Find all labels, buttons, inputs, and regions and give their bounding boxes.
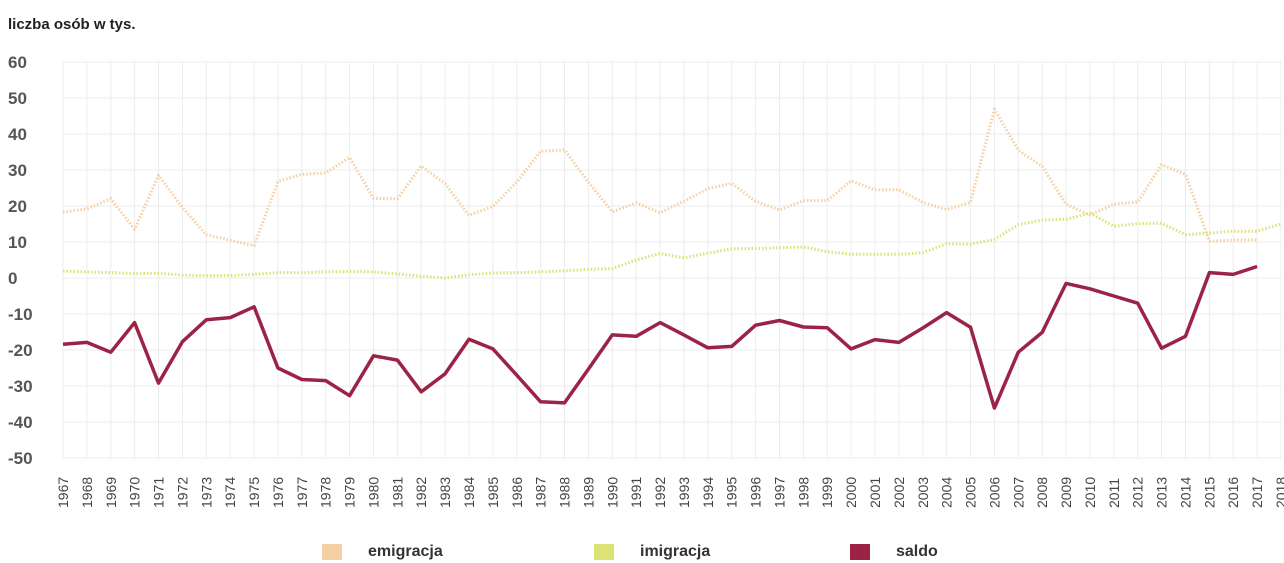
y-tick-label: 0 — [8, 269, 17, 288]
legend-label-imigracja: imigracja — [640, 543, 711, 560]
x-tick-label: 1990 — [604, 477, 620, 508]
unit-label: liczba osób w tys. — [8, 16, 136, 33]
x-tick-label: 1974 — [222, 477, 238, 508]
x-tick-label: 2016 — [1225, 477, 1241, 508]
y-tick-label: 30 — [8, 161, 27, 180]
x-tick-label: 2006 — [986, 477, 1002, 508]
x-tick-label: 1986 — [509, 477, 525, 508]
x-tick-label: 1991 — [628, 477, 644, 508]
x-tick-label: 1994 — [700, 477, 716, 508]
y-tick-label: 40 — [8, 125, 27, 144]
x-tick-label: 1980 — [365, 477, 381, 508]
x-tick-label: 1996 — [748, 477, 764, 508]
y-tick-label: 20 — [8, 197, 27, 216]
x-tick-label: 1970 — [127, 477, 143, 508]
legend-swatch-emigracja — [322, 544, 342, 560]
x-tick-label: 1989 — [580, 477, 596, 508]
x-tick-label: 1979 — [342, 477, 358, 508]
x-tick-label: 2018 — [1273, 477, 1284, 508]
x-tick-label: 2008 — [1034, 477, 1050, 508]
x-tick-label: 2003 — [915, 477, 931, 508]
x-tick-label: 2014 — [1177, 477, 1193, 508]
y-tick-label: -30 — [8, 377, 33, 396]
x-tick-label: 1969 — [103, 477, 119, 508]
x-axis: 1967 1968 1969 1970 1971 1972 1973 1974 1975 1976… — [55, 477, 1284, 508]
legend: emigracja imigracja saldo — [0, 543, 1284, 563]
x-tick-label: 2009 — [1058, 477, 1074, 508]
legend-label-emigracja: emigracja — [368, 543, 443, 560]
x-tick-label: 1967 — [55, 477, 71, 508]
series-group — [62, 107, 1282, 410]
x-tick-label: 1993 — [676, 477, 692, 508]
x-tick-label: 2004 — [939, 477, 955, 508]
x-tick-label: 2017 — [1249, 477, 1265, 508]
x-tick-label: 1975 — [246, 477, 262, 508]
x-tick-label: 2002 — [891, 477, 907, 508]
legend-item-imigracja[interactable]: imigracja — [594, 543, 710, 561]
x-tick-label: 2005 — [963, 477, 979, 508]
x-tick-label: 1984 — [461, 477, 477, 508]
y-tick-label: -50 — [8, 449, 33, 468]
y-tick-label: 60 — [8, 53, 27, 72]
grid — [62, 61, 1282, 459]
x-tick-label: 2013 — [1154, 477, 1170, 508]
x-tick-label: 1971 — [151, 477, 167, 508]
y-axis: 60 50 40 30 20 10 0 -10 -20 -30 -40 -50 — [8, 53, 33, 468]
legend-item-saldo[interactable]: saldo — [850, 543, 938, 561]
x-tick-label: 1985 — [485, 477, 501, 508]
legend-item-emigracja[interactable]: emigracja — [322, 543, 443, 561]
x-tick-label: 2000 — [843, 477, 859, 508]
x-tick-label: 1988 — [557, 477, 573, 508]
x-tick-label: 2015 — [1201, 477, 1217, 508]
y-tick-label: -10 — [8, 305, 33, 324]
x-tick-label: 1973 — [198, 477, 214, 508]
x-tick-label: 1968 — [79, 477, 95, 508]
x-tick-label: 1981 — [389, 477, 405, 508]
x-tick-label: 1977 — [294, 477, 310, 508]
x-tick-label: 1999 — [819, 477, 835, 508]
legend-label-saldo: saldo — [896, 543, 938, 560]
x-tick-label: 2001 — [867, 477, 883, 508]
x-tick-label: 2010 — [1082, 477, 1098, 508]
y-tick-label: -40 — [8, 413, 33, 432]
y-tick-label: 50 — [8, 89, 27, 108]
x-tick-label: 2012 — [1130, 477, 1146, 508]
series-line-saldo — [62, 264, 1258, 410]
legend-swatch-imigracja — [594, 544, 614, 560]
y-tick-label: -20 — [8, 341, 33, 360]
series-line-imigracja — [62, 211, 1282, 280]
legend-swatch-saldo — [850, 544, 870, 560]
x-tick-label: 1976 — [270, 477, 286, 508]
x-tick-label: 1998 — [795, 477, 811, 508]
x-tick-label: 1995 — [724, 477, 740, 508]
x-tick-label: 1978 — [318, 477, 334, 508]
x-tick-label: 1992 — [652, 477, 668, 508]
x-tick-label: 2007 — [1010, 477, 1026, 508]
x-tick-label: 1982 — [413, 477, 429, 508]
x-tick-label: 1987 — [533, 477, 549, 508]
x-tick-label: 1997 — [771, 477, 787, 508]
x-tick-label: 1983 — [437, 477, 453, 508]
x-tick-label: 1972 — [174, 477, 190, 508]
y-tick-label: 10 — [8, 233, 27, 252]
x-tick-label: 2011 — [1106, 478, 1122, 508]
